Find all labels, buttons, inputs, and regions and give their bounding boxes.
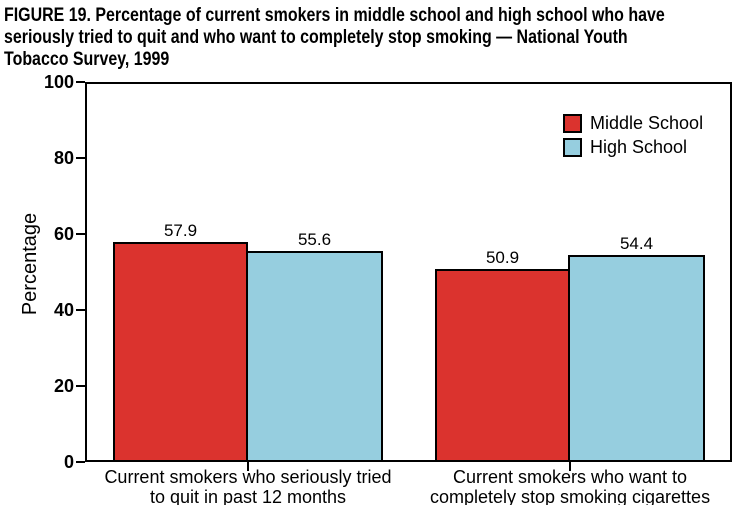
category-label-line: Current smokers who want to bbox=[452, 467, 688, 487]
figure-title-line-3: Tobacco Survey, 1999 bbox=[4, 49, 170, 70]
y-axis-tick-label: 20 bbox=[53, 376, 74, 396]
category-label-line: completely stop smoking cigarettes bbox=[429, 487, 711, 505]
legend-swatch-middle-school bbox=[563, 113, 582, 133]
legend-swatch-high-school bbox=[563, 137, 582, 157]
category-label: Current smokers who seriously tried to qu… bbox=[68, 467, 428, 505]
legend-label: High School bbox=[590, 137, 688, 157]
y-axis-tick-label: 40 bbox=[53, 300, 74, 320]
legend-item: High School bbox=[563, 135, 703, 159]
y-axis-tick-label: 60 bbox=[53, 224, 74, 244]
bar-high-school bbox=[246, 250, 383, 462]
bar-value-label: 57.9 bbox=[163, 220, 198, 240]
x-axis-tick bbox=[569, 462, 571, 471]
y-axis-tick bbox=[76, 233, 85, 235]
bar-value-label: 50.9 bbox=[485, 247, 520, 267]
y-axis-tick bbox=[76, 461, 85, 463]
legend: Middle School High School bbox=[563, 111, 703, 159]
y-axis-tick bbox=[76, 309, 85, 311]
category-label-line: to quit in past 12 months bbox=[149, 487, 347, 505]
category-label-line: Current smokers who seriously tried bbox=[104, 467, 392, 487]
y-axis-tick bbox=[76, 385, 85, 387]
bar-high-school bbox=[568, 255, 705, 462]
figure-title: FIGURE 19. Percentage of current smokers… bbox=[4, 5, 749, 71]
legend-item: Middle School bbox=[563, 111, 703, 135]
y-axis-tick bbox=[76, 81, 85, 83]
bar-value-label: 55.6 bbox=[297, 229, 332, 249]
figure-title-line-2: seriously tried to quit and who want to … bbox=[4, 27, 628, 48]
y-axis-tick-label: 80 bbox=[53, 148, 74, 168]
y-axis-title: Percentage bbox=[19, 212, 41, 316]
x-axis-tick bbox=[247, 462, 249, 471]
y-axis-tick bbox=[76, 157, 85, 159]
category-label: Current smokers who want to completely st… bbox=[390, 467, 749, 505]
legend-label: Middle School bbox=[590, 113, 704, 133]
y-axis-tick-label: 0 bbox=[63, 452, 74, 472]
figure-title-line-1: FIGURE 19. Percentage of current smokers… bbox=[4, 5, 665, 26]
y-axis-tick-label: 100 bbox=[43, 72, 74, 92]
bar-middle-school bbox=[435, 268, 570, 462]
bar-middle-school bbox=[113, 241, 248, 462]
bar-value-label: 54.4 bbox=[619, 234, 654, 254]
